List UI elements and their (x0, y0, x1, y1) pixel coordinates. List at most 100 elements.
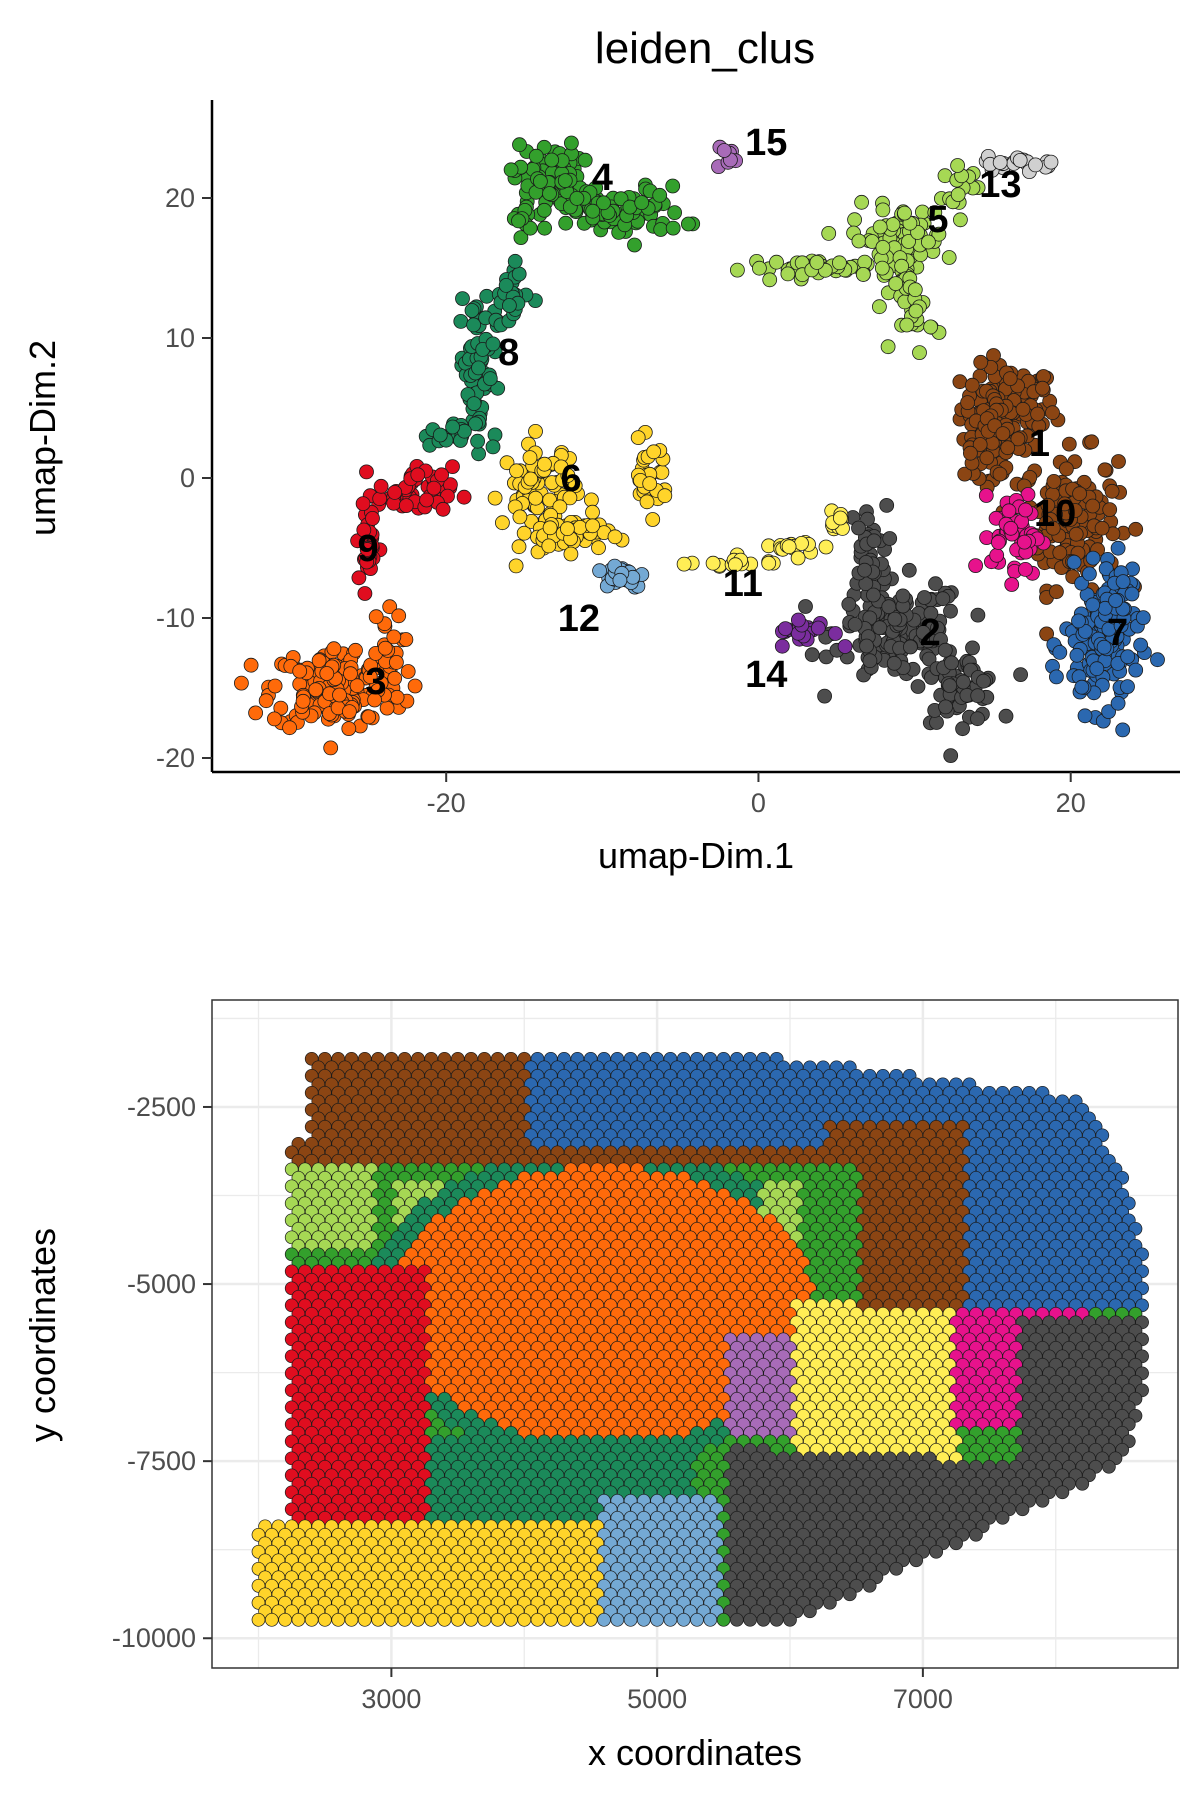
umap-point-cluster-2 (903, 639, 918, 655)
umap-point-cluster-4 (533, 173, 548, 189)
umap-point-cluster-8 (482, 371, 498, 387)
umap-point-cluster-2 (881, 599, 897, 615)
umap-point-cluster-1 (1000, 440, 1016, 456)
umap-point-cluster-1 (979, 450, 995, 466)
umap-point-cluster-1 (1059, 461, 1074, 477)
umap-point-cluster-4 (503, 162, 519, 178)
umap-point-cluster-3 (348, 642, 363, 658)
umap-point-cluster-1 (1045, 520, 1061, 536)
umap-point-cluster-4 (557, 173, 573, 189)
umap-point-cluster-1 (1061, 436, 1077, 452)
umap-point-cluster-15 (716, 143, 732, 158)
umap-y-tick-label: 10 (165, 323, 195, 353)
umap-point-cluster-5 (912, 345, 927, 361)
umap-point-cluster-10 (1003, 520, 1019, 536)
umap-point-cluster-12 (612, 572, 628, 588)
umap-point-cluster-6 (537, 456, 552, 472)
umap-point-cluster-2 (841, 596, 857, 612)
umap-point-cluster-4 (511, 213, 526, 229)
umap-point-cluster-1 (1097, 462, 1113, 478)
umap-point-cluster-5 (762, 272, 778, 288)
umap-point-cluster-3 (387, 670, 403, 686)
umap-x-tick-label: -20 (427, 788, 466, 818)
umap-point-cluster-11 (794, 536, 809, 551)
umap-point-cluster-1 (995, 426, 1011, 442)
umap-point-cluster-4 (564, 135, 579, 151)
umap-point-cluster-5 (832, 255, 847, 271)
cluster-label-14: 14 (745, 654, 787, 696)
cluster-label-4: 4 (592, 157, 613, 199)
umap-point-cluster-6 (523, 471, 539, 487)
umap-point-cluster-10 (1017, 534, 1032, 550)
umap-point-cluster-7 (1049, 669, 1064, 685)
umap-point-cluster-5 (874, 260, 890, 276)
umap-point-cluster-6 (560, 521, 575, 537)
umap-point-cluster-4 (667, 205, 682, 221)
umap-point-cluster-6 (511, 539, 527, 555)
umap-point-cluster-5 (872, 219, 888, 235)
umap-point-cluster-1 (963, 445, 978, 461)
spatial-plot: 3000 5000 7000 -2500-5000-7500-10000 x coo… (22, 999, 1179, 1773)
umap-point-cluster-6 (512, 509, 528, 525)
umap-point-cluster-8 (470, 433, 486, 449)
umap-y-axis-title: umap-Dim.2 (22, 340, 63, 536)
cluster-label-2: 2 (920, 612, 941, 654)
umap-point-cluster-4 (653, 222, 669, 237)
umap-point-cluster-5 (953, 212, 968, 228)
umap-point-cluster-9 (398, 498, 414, 514)
umap-point-cluster-14 (837, 639, 853, 654)
umap-point-cluster-4 (681, 216, 696, 232)
umap-point-cluster-9 (365, 511, 380, 526)
umap-point-cluster-5 (769, 254, 784, 270)
umap-point-cluster-2 (1013, 667, 1028, 682)
umap-point-cluster-1 (964, 377, 980, 393)
umap-point-cluster-3 (388, 655, 404, 670)
umap-point-cluster-7 (1066, 554, 1082, 570)
umap-point-cluster-9 (351, 570, 367, 586)
umap-point-cluster-1 (1002, 371, 1018, 387)
umap-point-cluster-11 (790, 550, 806, 566)
umap-point-cluster-4 (544, 152, 560, 168)
umap-point-cluster-2 (970, 711, 985, 727)
umap-point-cluster-5 (855, 266, 871, 282)
umap-point-cluster-11 (781, 539, 797, 555)
umap-point-cluster-1 (1111, 454, 1126, 469)
umap-point-cluster-7 (1052, 645, 1068, 660)
umap-point-cluster-1 (972, 437, 988, 452)
umap-point-cluster-10 (989, 547, 1005, 563)
umap-point-cluster-6 (657, 488, 673, 504)
umap-point-cluster-5 (851, 233, 867, 249)
umap-point-cluster-1 (1128, 521, 1144, 537)
umap-point-cluster-1 (1046, 473, 1062, 489)
umap-point-cluster-14 (774, 638, 790, 654)
umap-point-cluster-8 (466, 396, 482, 412)
umap-point-cluster-2 (970, 607, 986, 623)
umap-point-cluster-4 (577, 152, 593, 168)
umap-point-cluster-5 (857, 254, 873, 270)
cluster-label-8: 8 (498, 332, 519, 374)
umap-x-tick-label: 0 (751, 788, 766, 818)
umap-point-cluster-3 (398, 632, 414, 647)
umap-point-cluster-6 (508, 558, 524, 574)
umap-point-cluster-3 (282, 720, 298, 736)
umap-point-cluster-1 (952, 374, 968, 390)
umap-point-cluster-8 (498, 277, 514, 293)
umap-point-cluster-6 (654, 464, 670, 480)
umap-point-cluster-3 (292, 663, 308, 679)
cluster-label-15: 15 (745, 122, 787, 164)
umap-point-cluster-2 (872, 620, 888, 636)
umap-point-cluster-5 (923, 319, 938, 335)
umap-point-cluster-3 (258, 693, 274, 709)
umap-point-cluster-5 (821, 225, 837, 241)
umap-point-cluster-2 (942, 678, 958, 693)
umap-point-cluster-5 (780, 266, 796, 282)
umap-point-cluster-5 (941, 250, 957, 265)
umap-point-cluster-1 (1057, 496, 1072, 512)
umap-point-cluster-3 (341, 704, 357, 719)
umap-point-cluster-7 (1108, 593, 1123, 608)
umap-point-cluster-2 (895, 588, 911, 604)
umap-point-cluster-7 (1085, 597, 1101, 613)
umap-x-axis-title: umap-Dim.1 (598, 835, 794, 876)
umap-point-cluster-8 (501, 298, 517, 313)
umap-point-cluster-5 (950, 187, 966, 203)
